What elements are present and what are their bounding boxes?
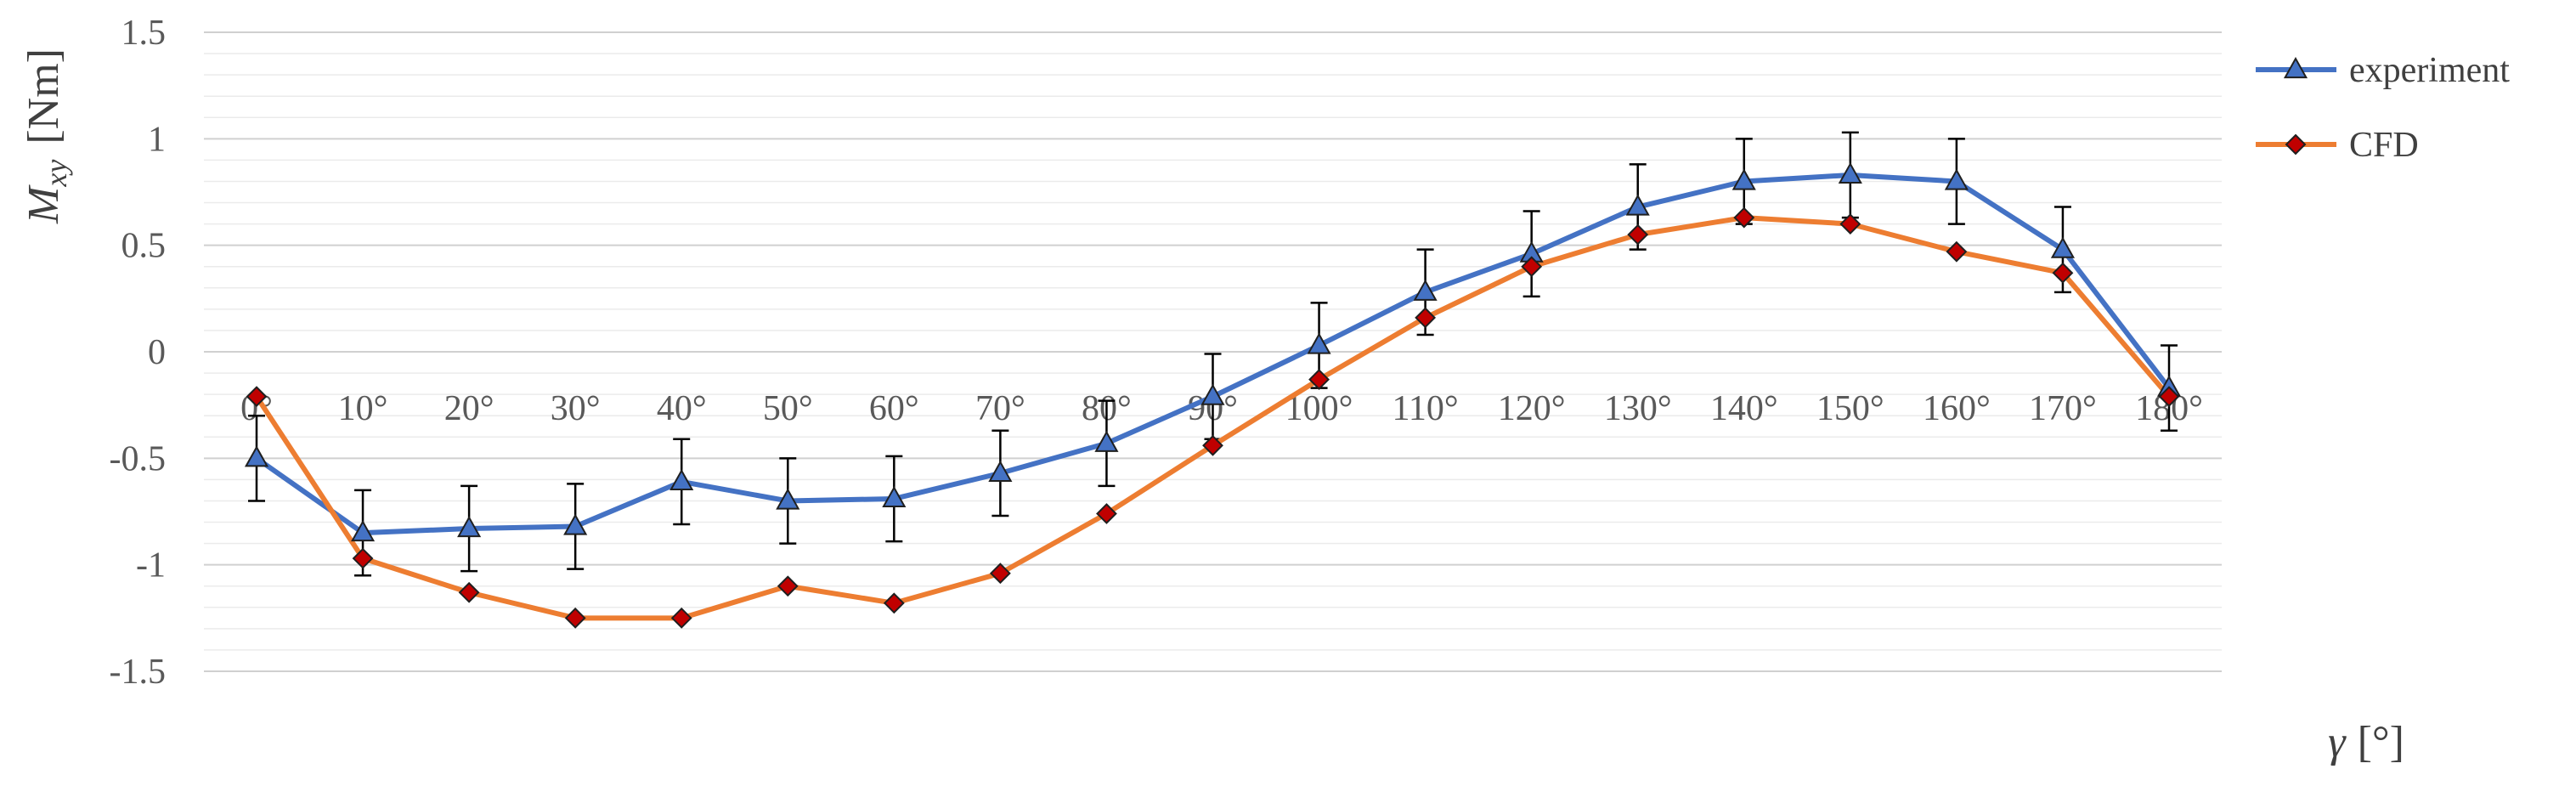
grid bbox=[204, 31, 2222, 672]
legend: experiment CFD bbox=[2256, 51, 2510, 165]
data-point-cfd bbox=[883, 592, 905, 614]
x-tick-label: 120° bbox=[1498, 389, 1566, 428]
y-tick-label: 1.5 bbox=[121, 14, 167, 53]
data-point-cfd bbox=[777, 575, 799, 597]
data-point-cfd bbox=[1096, 503, 1117, 524]
data-point-experiment bbox=[1731, 168, 1756, 190]
legend-label-cfd: CFD bbox=[2349, 126, 2419, 165]
data-point-experiment bbox=[1094, 430, 1119, 452]
data-point-cfd bbox=[458, 581, 480, 603]
data-point-cfd bbox=[1733, 206, 1755, 229]
x-tick-label: 60° bbox=[869, 389, 919, 428]
data-point-experiment bbox=[1838, 161, 1862, 184]
y-tick-label: 0 bbox=[148, 333, 166, 372]
x-tick-label: 10° bbox=[338, 389, 388, 428]
series-markers bbox=[244, 161, 2182, 629]
legend-label-experiment: experiment bbox=[2349, 51, 2510, 90]
x-tick-label: 30° bbox=[551, 389, 601, 428]
x-tick-label: 110° bbox=[1392, 389, 1458, 428]
data-point-cfd bbox=[1627, 223, 1649, 246]
y-tick-label: 1 bbox=[148, 120, 166, 159]
data-point-experiment bbox=[2050, 236, 2075, 258]
legend-marker-diamond bbox=[2285, 133, 2307, 156]
data-point-experiment bbox=[669, 468, 694, 491]
x-tick-label: 20° bbox=[444, 389, 494, 428]
error-bars bbox=[248, 131, 2178, 577]
x-tick-label: 50° bbox=[763, 389, 813, 428]
y-axis-ticks: -1.5 -1 -0.5 0 0.5 1 1.5 bbox=[110, 14, 167, 692]
y-axis-title: Mxy[Nm] bbox=[20, 48, 73, 224]
x-tick-label: 70° bbox=[975, 389, 1025, 428]
data-point-cfd bbox=[1308, 369, 1330, 391]
data-point-experiment bbox=[882, 485, 907, 508]
y-tick-label: -0.5 bbox=[110, 439, 167, 478]
legend-marker-triangle bbox=[2283, 56, 2308, 79]
data-point-experiment bbox=[1307, 332, 1331, 354]
data-point-cfd bbox=[1415, 307, 1437, 329]
data-point-cfd bbox=[1521, 256, 1543, 278]
x-tick-label: 160° bbox=[1923, 389, 1991, 428]
data-point-cfd bbox=[2052, 262, 2074, 284]
data-point-experiment bbox=[351, 520, 376, 542]
data-point-experiment bbox=[1200, 383, 1225, 405]
data-point-cfd bbox=[989, 563, 1011, 585]
x-tick-label: 150° bbox=[1816, 389, 1884, 428]
data-point-experiment bbox=[988, 460, 1013, 482]
data-point-cfd bbox=[352, 547, 374, 569]
data-point-cfd bbox=[2158, 386, 2180, 408]
data-point-experiment bbox=[776, 488, 800, 510]
x-tick-label: 40° bbox=[657, 389, 707, 428]
data-point-experiment bbox=[1625, 194, 1650, 216]
y-tick-label: 0.5 bbox=[121, 227, 167, 266]
data-point-experiment bbox=[563, 513, 588, 535]
x-axis-title: γ [°] bbox=[2328, 718, 2404, 766]
data-point-cfd bbox=[246, 386, 268, 408]
legend-item-cfd: CFD bbox=[2256, 126, 2419, 165]
data-point-experiment bbox=[1944, 168, 1969, 190]
y-tick-label: -1.5 bbox=[110, 653, 167, 692]
y-tick-label: -1 bbox=[136, 546, 166, 585]
legend-item-experiment: experiment bbox=[2256, 51, 2510, 90]
data-point-cfd bbox=[1946, 240, 1968, 263]
data-point-cfd bbox=[1202, 434, 1223, 456]
x-axis-ticks: 0° 10° 20° 30° 40° 50° 60° 70° 80° 90° 100° 110° 120… bbox=[240, 389, 2203, 428]
data-point-cfd bbox=[670, 607, 692, 629]
data-point-experiment bbox=[457, 516, 482, 538]
data-point-cfd bbox=[564, 607, 586, 629]
x-tick-label: 130° bbox=[1604, 389, 1672, 428]
data-point-cfd bbox=[1839, 213, 1861, 235]
x-tick-label: 170° bbox=[2029, 389, 2097, 428]
x-tick-label: 140° bbox=[1710, 389, 1778, 428]
data-point-experiment bbox=[1413, 279, 1438, 301]
data-point-experiment bbox=[244, 445, 269, 467]
